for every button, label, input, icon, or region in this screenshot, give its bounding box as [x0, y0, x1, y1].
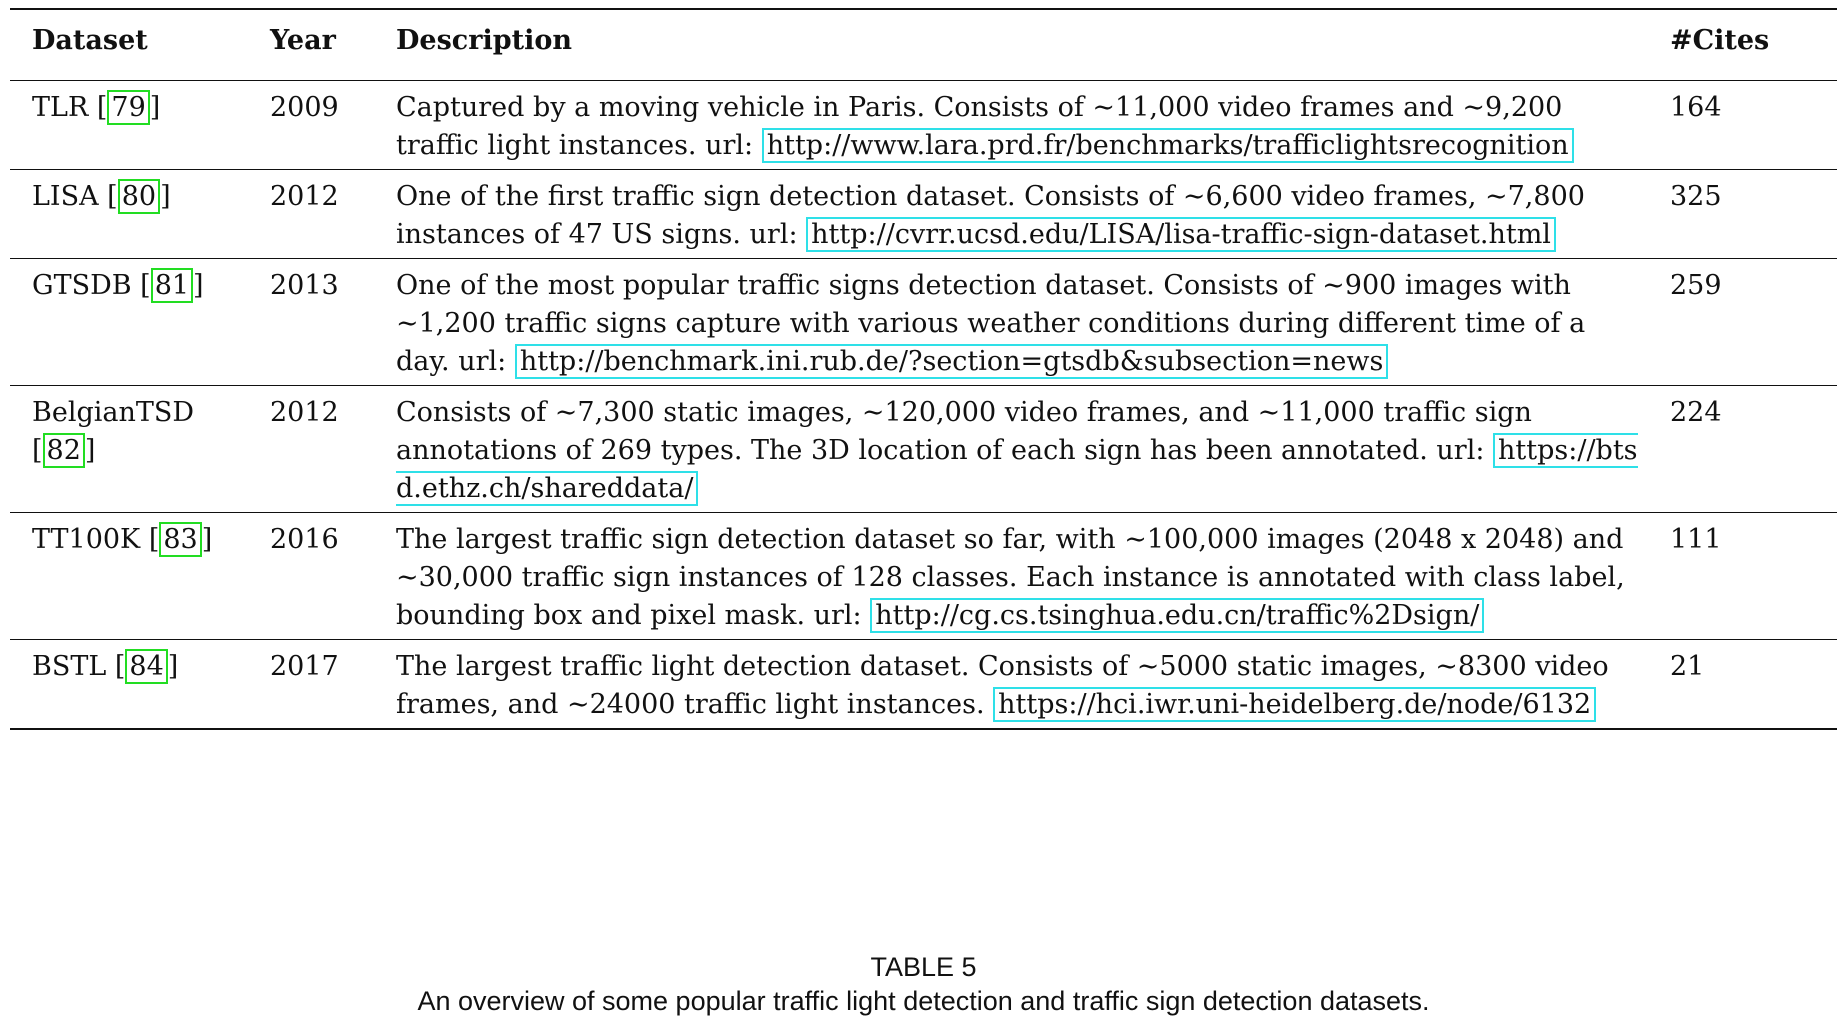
dataset-name: TT100K: [32, 524, 141, 555]
table-header: Dataset Year Description #Cites: [10, 9, 1837, 81]
cites-cell: 21: [1670, 651, 1705, 682]
header-row: Dataset Year Description #Cites: [10, 9, 1837, 81]
citation-link[interactable]: 83: [159, 522, 202, 557]
table-row: BSTL [84] 2017 The largest traffic light…: [10, 640, 1837, 730]
citation-link[interactable]: 79: [107, 90, 150, 125]
description-text: One of the most popular traffic signs de…: [396, 270, 1586, 377]
datasets-table: Dataset Year Description #Cites TLR [79]…: [10, 8, 1837, 730]
citation-link[interactable]: 82: [42, 433, 85, 468]
description-cell: The largest traffic sign detection datas…: [396, 513, 1670, 640]
dataset-name: LISA: [32, 181, 99, 212]
table-body: TLR [79] 2009 Captured by a moving vehic…: [10, 81, 1837, 730]
url-link[interactable]: http://cg.cs.tsinghua.edu.cn/traffic%2Ds…: [870, 598, 1485, 633]
dataset-cell: BelgianTSD[82]: [32, 397, 195, 468]
year-cell: 2016: [270, 524, 339, 555]
dataset-name: BSTL: [32, 651, 107, 682]
table-caption: TABLE 5 An overview of some popular traf…: [0, 950, 1847, 1018]
dataset-cell: TT100K [83]: [32, 522, 213, 557]
dataset-name: BelgianTSD: [32, 397, 195, 428]
cites-cell: 224: [1670, 397, 1722, 428]
citation-link[interactable]: 84: [125, 649, 168, 684]
header-dataset: Dataset: [32, 25, 148, 56]
header-cites: #Cites: [1670, 25, 1770, 56]
cites-cell: 111: [1670, 524, 1722, 555]
table-label: TABLE 5: [870, 952, 977, 982]
description-cell: Consists of ∼7,300 static images, ∼120,0…: [396, 386, 1670, 513]
citation-link[interactable]: 81: [150, 268, 194, 303]
year-cell: 2013: [270, 270, 339, 301]
table-row: TT100K [83] 2016 The largest traffic sig…: [10, 513, 1837, 640]
description-text: The largest traffic light detection data…: [396, 651, 1609, 720]
table-row: GTSDB [81] 2013 One of the most popular …: [10, 259, 1837, 386]
description-cell: One of the most popular traffic signs de…: [396, 259, 1670, 386]
citation-link[interactable]: 80: [117, 179, 161, 214]
dataset-cell: TLR [79]: [32, 90, 161, 125]
url-link[interactable]: http://www.lara.prd.fr/benchmarks/traffi…: [761, 128, 1574, 163]
url-link[interactable]: http://cvrr.ucsd.edu/LISA/lisa-traffic-s…: [806, 217, 1556, 252]
year-cell: 2012: [270, 397, 339, 428]
cites-cell: 325: [1670, 181, 1722, 212]
description-cell: The largest traffic light detection data…: [396, 640, 1670, 730]
dataset-name: TLR: [32, 92, 89, 123]
url-link[interactable]: https://btsd.ethz.ch/shareddata/: [396, 433, 1638, 506]
cites-cell: 164: [1670, 92, 1722, 123]
dataset-cell: BSTL [84]: [32, 649, 179, 684]
dataset-cell: LISA [80]: [32, 179, 171, 214]
description-text: The largest traffic sign detection datas…: [396, 524, 1625, 631]
header-description: Description: [396, 25, 572, 56]
header-year: Year: [270, 25, 336, 56]
description-text: Consists of ∼7,300 static images, ∼120,0…: [396, 397, 1532, 466]
url-link[interactable]: http://benchmark.ini.rub.de/?section=gts…: [514, 344, 1389, 379]
description-text: Captured by a moving vehicle in Paris. C…: [396, 92, 1563, 161]
url-link[interactable]: https://hci.iwr.uni-heidelberg.de/node/6…: [993, 687, 1597, 722]
caption-text: An overview of some popular traffic ligh…: [417, 986, 1430, 1016]
cites-cell: 259: [1670, 270, 1722, 301]
dataset-cell: GTSDB [81]: [32, 268, 204, 303]
table-row: TLR [79] 2009 Captured by a moving vehic…: [10, 81, 1837, 170]
year-cell: 2009: [270, 92, 339, 123]
description-cell: Captured by a moving vehicle in Paris. C…: [396, 81, 1670, 170]
table-row: BelgianTSD[82] 2012 Consists of ∼7,300 s…: [10, 386, 1837, 513]
dataset-name: GTSDB: [32, 270, 132, 301]
description-cell: One of the first traffic sign detection …: [396, 170, 1670, 259]
table-row: LISA [80] 2012 One of the first traffic …: [10, 170, 1837, 259]
description-text: One of the first traffic sign detection …: [396, 181, 1585, 250]
year-cell: 2012: [270, 181, 339, 212]
year-cell: 2017: [270, 651, 339, 682]
